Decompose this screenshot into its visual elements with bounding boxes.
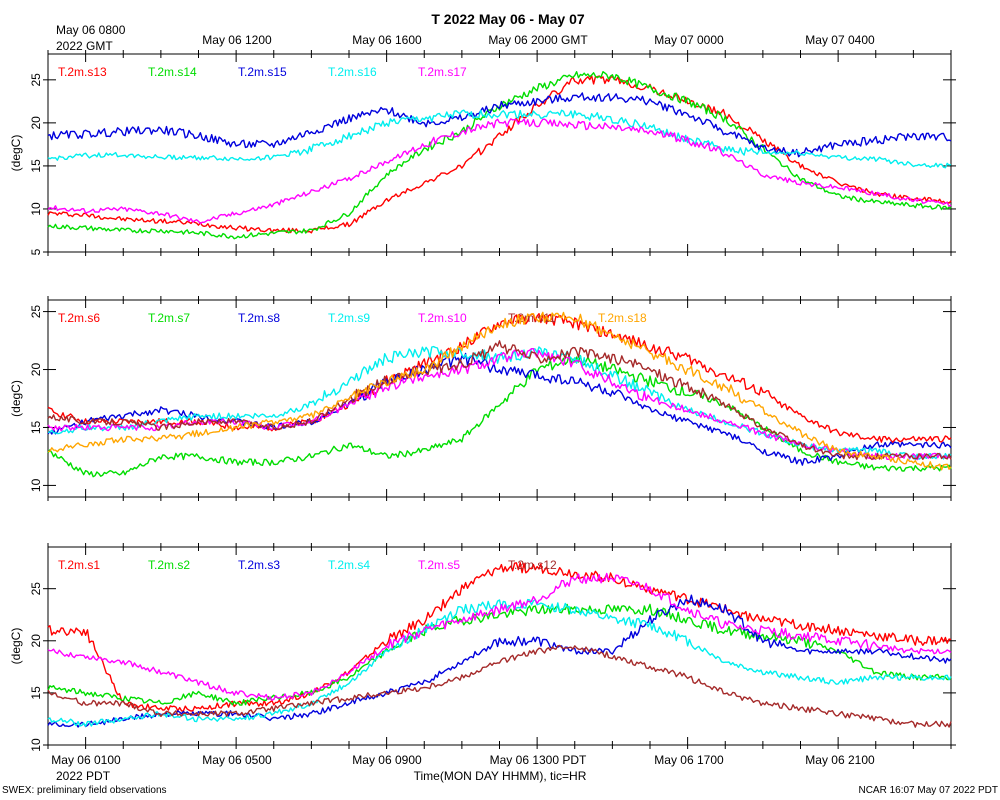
- bottom-axis-label: May 06 0500: [202, 753, 272, 767]
- legend-T.2m.s15: T.2m.s15: [238, 65, 287, 79]
- series-line-T.2m.s18: [47, 311, 952, 471]
- y-axis-label: (degC): [9, 380, 23, 417]
- y-tick-label: 5: [29, 248, 43, 255]
- series-line-T.2m.s13: [47, 75, 952, 234]
- series-line-T.2m.s16: [47, 109, 952, 169]
- top-axis-labels: May 06 1200 May 06 1600 May 06 2000 GMT May…: [202, 33, 875, 47]
- legend-T.2m.s9: T.2m.s9: [328, 311, 370, 325]
- panel-2: 10 15 20 25 (degC) T.2m.s6 T.2m.s7 T.2m.s8 T.2m.…: [9, 296, 956, 501]
- legend-T.2m.s6: T.2m.s6: [58, 311, 100, 325]
- y-tick-label: 25: [29, 305, 43, 319]
- y-axis-label: (degC): [9, 135, 23, 172]
- series-line-T.2m.s5: [47, 572, 952, 701]
- y-tick-label: 20: [29, 116, 43, 130]
- x-axis-label: Time(MON DAY HHMM), tic=HR: [414, 769, 587, 783]
- y-tick-label: 15: [29, 420, 43, 434]
- series-line-T.2m.s1: [47, 562, 952, 712]
- bottom-axis-label: May 06 1700: [654, 753, 724, 767]
- legend-T.2m.s4: T.2m.s4: [328, 558, 370, 572]
- series-line-T.2m.s7: [47, 354, 952, 478]
- legend-T.2m.s16: T.2m.s16: [328, 65, 377, 79]
- top-axis-first-line1: May 06 0800: [56, 23, 126, 37]
- footer-left: SWEX: preliminary field observations: [2, 785, 167, 796]
- bottom-axis-label: May 06 2100: [805, 753, 875, 767]
- series-line-T.2m.s2: [47, 603, 952, 706]
- y-tick-label: 10: [29, 478, 43, 492]
- series-line-T.2m.s17: [47, 118, 952, 225]
- top-axis-label: May 06 1200: [202, 33, 272, 47]
- y-tick-label: 15: [29, 159, 43, 173]
- legend-T.2m.s13: T.2m.s13: [58, 65, 107, 79]
- footer-right: NCAR 16:07 May 07 2022 PDT: [858, 785, 998, 796]
- y-tick-label: 20: [29, 634, 43, 648]
- bottom-axis-labels: May 06 0100 May 06 0500 May 06 0900 May 06 …: [51, 753, 875, 767]
- y-tick-label: 10: [29, 202, 43, 216]
- bottom-axis-year-label: 2022 PDT: [56, 769, 111, 783]
- top-axis-first-line2: 2022 GMT: [56, 39, 113, 53]
- series-line-T.2m.s9: [47, 345, 952, 461]
- bottom-axis-label: May 06 0900: [352, 753, 422, 767]
- legend-T.2m.s7: T.2m.s7: [148, 311, 190, 325]
- legend-T.2m.s8: T.2m.s8: [238, 311, 280, 325]
- y-tick-label: 20: [29, 363, 43, 377]
- series-line-T.2m.s12: [47, 644, 952, 728]
- legend-T.2m.s12: T.2m.s12: [508, 558, 557, 572]
- series-line-T.2m.s3: [47, 594, 952, 728]
- panels: 5 10 15 20 25 (degC) T.2m.s13 T.2m.s14 T.2m.s15 T…: [9, 50, 956, 752]
- panel-frame: [47, 299, 952, 498]
- panel-3: 10 15 20 25 (degC) T.2m.s1 T.2m.s2 T.2m.s3 T.2m.…: [9, 543, 956, 752]
- top-axis-label: May 06 1600: [352, 33, 422, 47]
- bottom-axis-label: May 06 1300 PDT: [490, 753, 587, 767]
- legend-T.2m.s2: T.2m.s2: [148, 558, 190, 572]
- top-axis-label: May 06 2000 GMT: [488, 33, 588, 47]
- legend-T.2m.s5: T.2m.s5: [418, 558, 460, 572]
- series-line-T.2m.s14: [47, 70, 952, 240]
- y-tick-label: 25: [29, 73, 43, 87]
- top-axis-label: May 07 0400: [805, 33, 875, 47]
- legend-T.2m.s10: T.2m.s10: [418, 311, 467, 325]
- series-line-T.2m.s15: [47, 92, 952, 158]
- panel-1: 5 10 15 20 25 (degC) T.2m.s13 T.2m.s14 T.2m.s15 T…: [9, 50, 956, 256]
- series-line-T.2m.s11: [47, 340, 952, 461]
- legend-T.2m.s18: T.2m.s18: [598, 311, 647, 325]
- legend-T.2m.s1: T.2m.s1: [58, 558, 100, 572]
- top-axis-label: May 07 0000: [654, 33, 724, 47]
- legend-T.2m.s17: T.2m.s17: [418, 65, 467, 79]
- y-tick-label: 25: [29, 582, 43, 596]
- y-tick-label: 10: [29, 738, 43, 752]
- series-line-T.2m.s10: [47, 348, 952, 461]
- y-tick-label: 15: [29, 686, 43, 700]
- panel-frame: [47, 53, 952, 253]
- legend-T.2m.s3: T.2m.s3: [238, 558, 280, 572]
- bottom-axis-label: May 06 0100: [51, 753, 121, 767]
- chart-title: T 2022 May 06 - May 07: [431, 11, 585, 27]
- legend-T.2m.s14: T.2m.s14: [148, 65, 197, 79]
- y-axis-label: (degC): [9, 628, 23, 665]
